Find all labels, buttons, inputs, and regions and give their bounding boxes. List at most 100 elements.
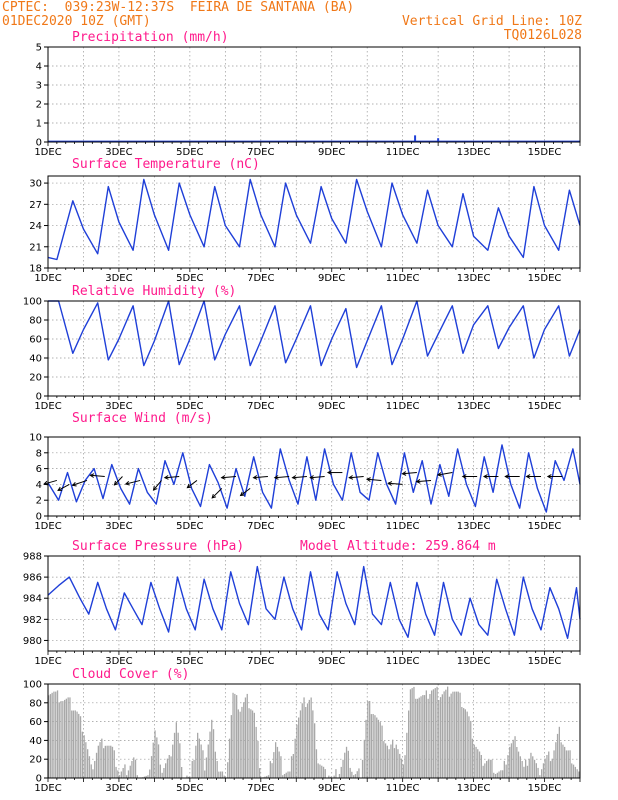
cloud-bar	[221, 771, 224, 778]
cloud-bar	[351, 771, 353, 778]
cloud-bar	[560, 742, 562, 778]
x-tick-label: 3DEC	[105, 783, 132, 794]
cloud-bar	[413, 686, 415, 778]
panel-title: Relative Humidity (%)	[72, 284, 236, 299]
cloud-bar	[267, 775, 270, 778]
series-line-temp	[47, 178, 581, 261]
cloud-bar	[269, 761, 271, 778]
cloud-bar	[246, 693, 248, 778]
cloud-bar	[464, 709, 466, 778]
panel-temp: 18 21 24 27 30 1DEC 3DEC 5DEC 7DEC 9DEC 11DEC 13DEC…	[29, 157, 581, 284]
cloud-bar	[236, 695, 238, 778]
panel-title: Surface Wind (m/s)	[72, 411, 213, 426]
cloud-bar	[555, 742, 557, 778]
cloud-bar	[51, 692, 53, 778]
cloud-bar	[122, 768, 124, 778]
x-tick-label: 7DEC	[247, 783, 274, 794]
cloud-bar	[353, 775, 355, 778]
cloud-bar	[172, 744, 174, 778]
cloud-bar	[365, 719, 367, 778]
cloud-bar	[129, 765, 131, 778]
cloud-bar	[498, 771, 500, 778]
x-tick-label: 11DEC	[386, 783, 420, 794]
cloud-bar	[402, 764, 404, 778]
cloud-bar	[491, 759, 493, 778]
cloud-bar	[548, 751, 550, 778]
cloud-bar	[390, 744, 392, 778]
cloud-bar	[301, 703, 303, 778]
cloud-bar	[383, 741, 385, 778]
cloud-bar	[111, 746, 114, 778]
cloud-bar	[541, 769, 543, 778]
y-tick-label: 984	[23, 594, 42, 605]
cloud-bar	[198, 738, 200, 778]
cloud-bar	[207, 744, 209, 778]
cloud-bar	[330, 776, 332, 778]
cloud-bar	[214, 751, 216, 778]
cloud-bar	[115, 766, 117, 778]
panel-frame	[47, 300, 581, 397]
cloud-bar	[241, 706, 243, 778]
cloud-bar	[223, 775, 225, 778]
cloud-bar	[181, 767, 183, 778]
series-line-pres	[47, 565, 581, 639]
cloud-bar	[535, 763, 537, 778]
cloud-bar	[340, 766, 342, 778]
cloud-bar	[173, 732, 176, 778]
cloud-bar	[53, 691, 55, 778]
cloud-bar	[314, 723, 316, 778]
cloud-bar	[553, 750, 555, 778]
cloud-bar	[250, 709, 252, 778]
panel-title: Surface Temperature (nC)	[72, 157, 260, 172]
x-tick-label: 7DEC	[247, 273, 274, 284]
cloud-bar	[106, 745, 108, 778]
cloud-bar	[381, 725, 383, 778]
cloud-bar	[81, 731, 83, 778]
cloud-bar	[94, 761, 96, 778]
cloud-bar	[438, 700, 440, 778]
cloud-bar	[113, 750, 115, 778]
cloud-bar	[393, 748, 396, 778]
cloud-bar	[567, 750, 569, 778]
cloud-bar	[503, 760, 505, 778]
x-tick-label: 5DEC	[176, 656, 203, 667]
cloud-bar	[298, 717, 300, 778]
cloud-bar	[514, 736, 516, 778]
cloud-bar	[530, 752, 532, 778]
x-tick-label: 11DEC	[386, 656, 420, 667]
x-tick-label: 13DEC	[457, 273, 491, 284]
wind-arrow	[504, 474, 520, 479]
cloud-bar	[436, 686, 438, 778]
cloud-bar	[165, 763, 167, 778]
cloud-bar	[292, 754, 294, 778]
cloud-bar	[484, 763, 486, 778]
cloud-bar	[273, 752, 275, 778]
cloud-bar	[239, 711, 241, 778]
cloud-bar	[283, 774, 286, 778]
wind-arrow	[436, 472, 453, 477]
cloud-bar	[266, 775, 268, 778]
cloud-bar	[468, 716, 470, 778]
y-tick-label: 982	[23, 615, 42, 626]
y-tick-label: 20	[29, 373, 42, 384]
cloud-bar	[445, 689, 447, 778]
header-run-time: 01DEC2020 10Z (GMT)	[2, 14, 151, 29]
cloud-bar	[528, 758, 530, 778]
cloud-bar	[507, 755, 509, 778]
cloud-bar	[399, 753, 401, 778]
cloud-bar	[537, 767, 539, 778]
cloud-bar	[195, 745, 197, 778]
cloud-bar	[517, 751, 520, 778]
cloud-bar	[447, 686, 449, 778]
x-tick-label: 13DEC	[457, 783, 491, 794]
cloud-bar	[418, 697, 420, 778]
cloud-bar	[78, 713, 80, 778]
y-tick-label: 10	[29, 433, 42, 444]
cloud-bar	[345, 746, 348, 778]
x-tick-label: 1DEC	[34, 147, 61, 158]
x-tick-label: 15DEC	[528, 656, 562, 667]
x-tick-label: 9DEC	[318, 783, 345, 794]
x-tick-label: 15DEC	[528, 783, 562, 794]
x-tick-label: 9DEC	[318, 656, 345, 667]
